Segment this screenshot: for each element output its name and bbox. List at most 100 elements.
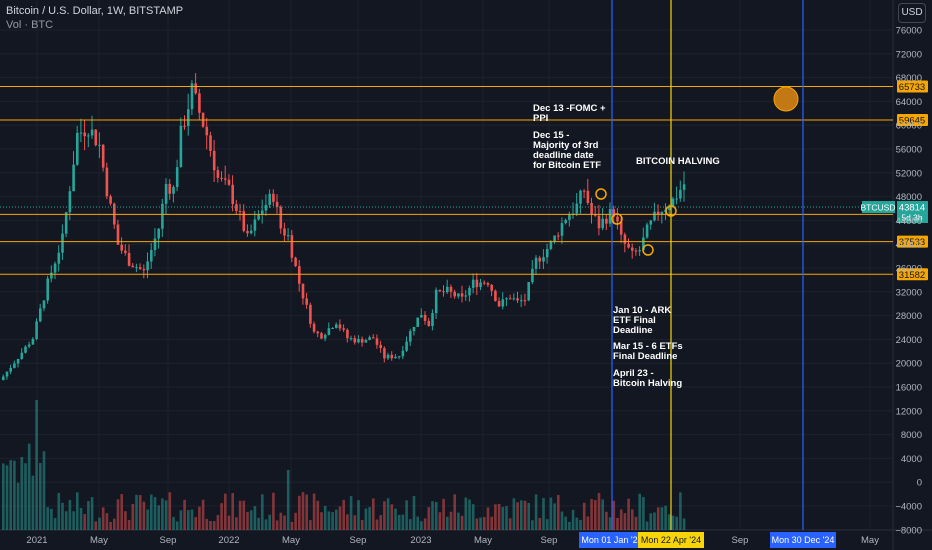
- candle-body: [261, 210, 264, 215]
- candle-body: [157, 228, 160, 239]
- candle-body: [479, 282, 482, 288]
- currency-button[interactable]: USD: [898, 3, 926, 23]
- candle-body: [338, 324, 342, 329]
- volume-bar: [98, 517, 101, 530]
- volume-bar: [590, 499, 593, 530]
- volume-bar: [42, 451, 46, 530]
- volume-bar: [442, 498, 445, 530]
- volume-bar: [94, 521, 98, 530]
- volume-bar: [246, 511, 249, 530]
- candle-body: [427, 320, 431, 327]
- candle-body: [405, 341, 408, 351]
- volume-bar: [501, 506, 505, 530]
- candle-body: [316, 331, 320, 334]
- time-tick-label: 2022: [218, 535, 239, 546]
- volume-bar: [538, 517, 542, 530]
- volume-bar: [682, 518, 686, 530]
- volume-bar: [175, 521, 179, 530]
- candle-body: [483, 282, 486, 284]
- candle-body: [131, 265, 135, 268]
- volume-bar: [105, 513, 109, 530]
- level-price-label: 31582: [899, 270, 925, 281]
- volume-bar: [594, 500, 597, 530]
- volume-bar: [301, 492, 305, 530]
- volume-bar: [116, 499, 120, 530]
- candle-body: [268, 193, 271, 205]
- level-price-badge: [897, 80, 928, 93]
- time-tick-label: Sep: [541, 535, 558, 546]
- volume-bar: [642, 497, 645, 530]
- candle-body: [294, 257, 297, 267]
- volume-bar: [150, 494, 153, 530]
- time-tick-label: May: [474, 535, 492, 546]
- volume-bar: [279, 512, 283, 530]
- price-tick-label: 72000: [896, 49, 922, 60]
- volume-bar: [268, 514, 271, 530]
- candle-body: [164, 183, 168, 204]
- candle-body: [401, 350, 405, 357]
- symbol-title[interactable]: Bitcoin / U.S. Dollar, 1W, BITSTAMP: [6, 5, 184, 17]
- candle-body: [379, 344, 382, 349]
- volume-bar: [616, 517, 619, 530]
- candle-body: [216, 170, 220, 178]
- volume-bar: [349, 496, 353, 530]
- candle-body: [39, 308, 42, 322]
- candle-body: [120, 244, 123, 251]
- candle-body: [494, 290, 497, 302]
- volume-indicator-label[interactable]: Vol · BTC: [6, 19, 54, 31]
- volume-bar: [534, 494, 538, 530]
- volume-bar: [338, 506, 342, 530]
- candle-body: [168, 183, 172, 194]
- candle-body: [238, 211, 242, 213]
- price-tick-label: 60000: [896, 121, 922, 132]
- price-tick-label: 0: [917, 478, 922, 489]
- candle-body: [605, 218, 608, 224]
- candle-body: [608, 209, 612, 224]
- candle-body: [172, 187, 175, 194]
- candle-body: [423, 314, 427, 321]
- ticker-symbol-label: BTCUSD: [861, 203, 896, 213]
- volume-bar: [557, 494, 560, 530]
- candle-body: [560, 223, 564, 236]
- volume-bar: [90, 497, 94, 530]
- volume-bar: [668, 514, 671, 530]
- price-tick-label: −8000: [895, 525, 922, 536]
- volume-bar: [131, 503, 135, 530]
- event-marker-circle: [642, 244, 654, 256]
- volume-bar: [61, 502, 64, 530]
- candle-body: [190, 83, 194, 110]
- candle-body: [627, 243, 630, 248]
- volume-bar: [475, 518, 479, 530]
- candle-body: [653, 211, 656, 221]
- candle-body: [220, 177, 223, 179]
- volume-bar: [520, 500, 523, 530]
- candle-body: [272, 193, 275, 202]
- candle-body: [642, 237, 645, 251]
- candle-body: [612, 209, 616, 217]
- volume-bar: [394, 508, 397, 530]
- candle-body: [453, 291, 456, 297]
- candle-body: [590, 202, 593, 215]
- volume-bar: [601, 499, 604, 530]
- candle-body: [146, 261, 149, 271]
- candle-body: [682, 184, 686, 190]
- candle-body: [153, 238, 157, 251]
- volume-bar: [216, 515, 220, 530]
- candle-body: [564, 219, 567, 224]
- candle-body: [460, 293, 464, 297]
- volume-bar: [434, 502, 438, 530]
- candle-body: [231, 184, 234, 205]
- volume-bar: [360, 519, 364, 530]
- price-tick-label: 56000: [896, 145, 922, 156]
- volume-bar: [127, 519, 131, 530]
- volume-bar: [568, 521, 571, 530]
- volume-bar: [164, 500, 168, 530]
- volume-bar: [649, 513, 653, 530]
- candle-body: [538, 257, 542, 262]
- volume-bar: [605, 511, 608, 530]
- volume-bar: [35, 400, 38, 530]
- candle-body: [212, 150, 216, 171]
- candle-body: [542, 257, 545, 262]
- volume-bar: [261, 494, 264, 530]
